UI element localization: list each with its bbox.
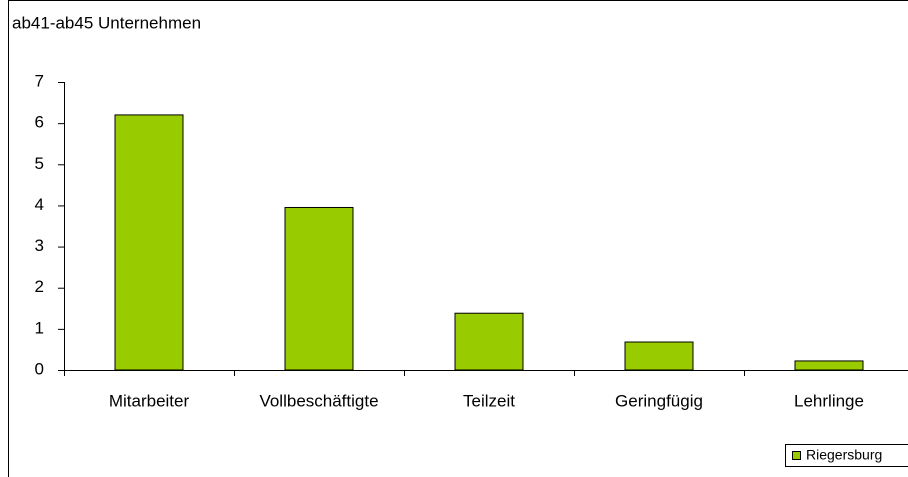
y-tick-label: 6 [35,113,44,132]
y-tick-label: 3 [35,236,44,255]
bar [794,360,864,371]
x-tick-label: Vollbeschäftigte [259,391,378,410]
y-tick-label: 1 [35,318,44,337]
y-tick-label: 7 [35,71,44,90]
bar [624,341,694,371]
y-tick-label: 2 [35,277,44,296]
legend-swatch [792,451,801,460]
x-tick-label: Mitarbeiter [109,391,190,410]
y-tick-label: 5 [35,154,44,173]
x-tick-label: Lehrlinge [794,391,864,410]
chart-title: ab41-ab45 Unternehmen [12,13,201,32]
bar [114,114,184,371]
x-tick-label: Geringfügig [615,391,703,410]
bar [284,206,354,371]
legend-label: Riegersburg [806,447,882,463]
bar [454,312,524,371]
y-tick-label: 0 [35,359,44,378]
y-tick-label: 4 [35,195,44,214]
legend-box [785,444,908,467]
x-tick-label: Teilzeit [463,391,515,410]
